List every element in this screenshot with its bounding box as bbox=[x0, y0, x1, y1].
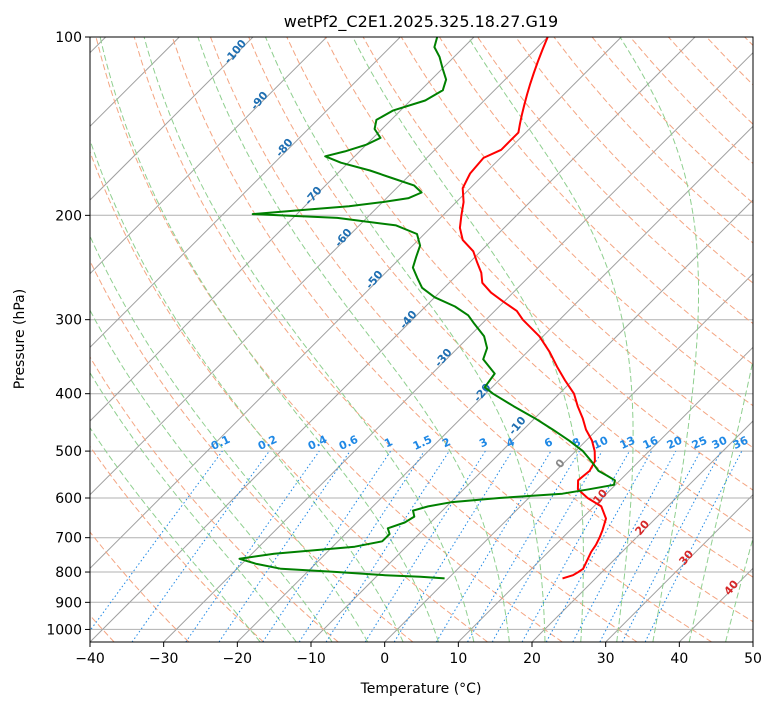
mixing-ratio-label: 16 bbox=[641, 434, 661, 452]
x-tick-label: −20 bbox=[223, 651, 253, 667]
mixing-ratio-label: 25 bbox=[690, 434, 709, 452]
dry-adiabat bbox=[515, 37, 753, 284]
mixing-ratio-line bbox=[325, 450, 450, 642]
mixing-ratio-line bbox=[298, 450, 425, 642]
y-tick-label: 800 bbox=[55, 565, 82, 581]
dry-adiabat bbox=[90, 356, 339, 642]
moist-adiabat bbox=[90, 426, 261, 642]
mixing-ratio-line bbox=[644, 450, 743, 642]
x-tick-label: 10 bbox=[449, 651, 467, 667]
mixing-ratio-line bbox=[90, 450, 223, 632]
y-tick-label: 600 bbox=[55, 491, 82, 507]
mixing-ratio-label: 36 bbox=[731, 434, 751, 452]
isotherm bbox=[236, 125, 753, 642]
x-tick-label: 50 bbox=[744, 651, 762, 667]
dry-adiabat bbox=[90, 259, 414, 642]
mixing-ratio-line bbox=[393, 450, 513, 642]
dry-adiabat bbox=[90, 150, 488, 642]
dry-adiabat bbox=[210, 37, 753, 623]
x-tick-label: −10 bbox=[296, 651, 326, 667]
y-axis-label: Pressure (hPa) bbox=[12, 289, 28, 389]
mixing-ratio-line bbox=[262, 450, 392, 642]
dry-adiabat bbox=[90, 531, 190, 642]
y-tick-label: 400 bbox=[55, 387, 82, 403]
isotherm bbox=[90, 37, 475, 422]
isotherm bbox=[531, 420, 753, 642]
mixing-ratio-line bbox=[185, 450, 320, 642]
isotherm bbox=[90, 37, 549, 496]
mixing-ratio-line bbox=[218, 450, 351, 642]
dewpoint-line bbox=[238, 37, 616, 580]
dry-adiabat bbox=[400, 37, 753, 407]
x-tick-label: −40 bbox=[75, 651, 105, 667]
isotherm bbox=[384, 272, 753, 642]
x-tick-label: −30 bbox=[149, 651, 179, 667]
y-tick-label: 700 bbox=[55, 531, 82, 547]
y-axis: 100 200 300 400 500 600 700 800 900 1000 bbox=[46, 30, 90, 638]
mixing-ratio-label: 20 bbox=[665, 434, 685, 452]
profile-lines bbox=[238, 37, 616, 580]
dry-adiabat bbox=[90, 445, 264, 642]
x-axis: −40 −30 −20 −10 0 10 20 30 40 50 bbox=[75, 642, 762, 667]
y-tick-label: 500 bbox=[55, 444, 82, 460]
isotherm bbox=[90, 37, 254, 201]
moist-adiabat bbox=[197, 37, 510, 642]
dry-adiabat bbox=[248, 37, 753, 578]
dry-adiabat bbox=[286, 37, 753, 534]
mixing-ratio-line bbox=[521, 450, 630, 642]
moist-adiabat bbox=[90, 138, 404, 642]
mixing-ratio-label: 30 bbox=[710, 434, 730, 452]
chart-title: wetPf2_C2E1.2025.325.18.27.G19 bbox=[284, 12, 558, 32]
y-tick-label: 100 bbox=[55, 30, 82, 46]
x-axis-label: Temperature (°C) bbox=[360, 681, 482, 697]
dry-adiabat bbox=[438, 37, 753, 366]
isotherm bbox=[90, 37, 328, 275]
moist-adiabat bbox=[90, 371, 297, 642]
moist-adiabat bbox=[265, 37, 546, 642]
isotherm bbox=[90, 37, 622, 570]
mixing-ratio-line bbox=[545, 450, 653, 642]
mixing-ratio-label: 13 bbox=[618, 434, 637, 452]
x-tick-label: 0 bbox=[380, 651, 389, 667]
dry-adiabat bbox=[95, 37, 563, 642]
isotherm bbox=[457, 346, 753, 642]
isotherm bbox=[605, 493, 753, 642]
plot-frame bbox=[89, 36, 754, 643]
moist-adiabat bbox=[90, 234, 369, 642]
y-tick-label: 200 bbox=[55, 208, 82, 224]
moist-adiabat bbox=[688, 358, 753, 642]
mixing-ratio-line bbox=[572, 450, 677, 642]
background-lines bbox=[90, 37, 753, 642]
moist-adiabat bbox=[99, 37, 439, 642]
mixing-ratio-label: 10 bbox=[591, 434, 611, 452]
moist-adiabat bbox=[352, 37, 584, 642]
y-tick-label: 900 bbox=[55, 595, 82, 611]
x-tick-label: 40 bbox=[670, 651, 688, 667]
x-tick-label: 20 bbox=[523, 651, 541, 667]
x-tick-label: 30 bbox=[597, 651, 615, 667]
isotherm bbox=[90, 37, 401, 349]
mixing-ratio-line bbox=[131, 450, 270, 642]
dry-adiabat bbox=[133, 37, 638, 642]
dry-adiabat bbox=[171, 37, 712, 642]
y-tick-label: 300 bbox=[55, 313, 82, 329]
moist-adiabat bbox=[143, 37, 475, 642]
y-tick-label: 1000 bbox=[46, 622, 82, 638]
moist-adiabat bbox=[619, 37, 699, 642]
isotherm bbox=[90, 37, 696, 642]
temperature-line bbox=[458, 37, 607, 580]
isotherm bbox=[163, 51, 753, 642]
